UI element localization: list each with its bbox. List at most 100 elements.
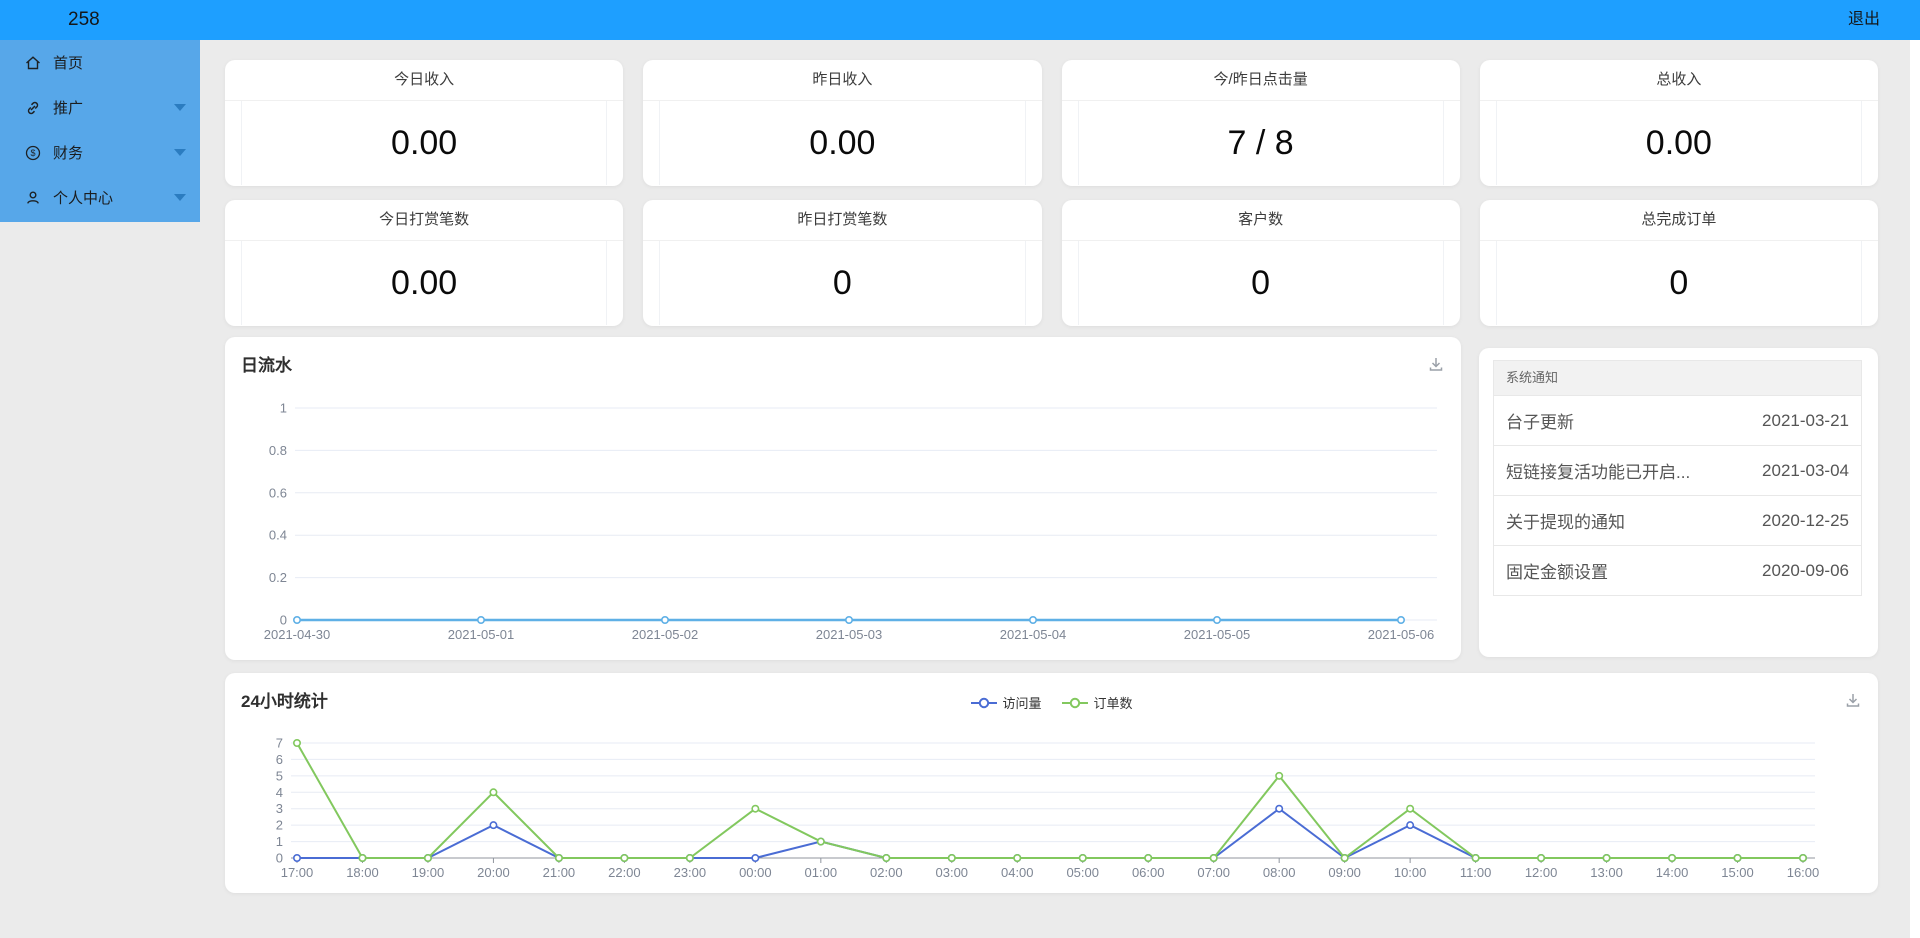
svg-text:07:00: 07:00	[1197, 865, 1230, 880]
sidebar-item-label: 个人中心	[53, 190, 114, 207]
legend-marker-icon	[1061, 697, 1088, 708]
stat-card-value: 0	[1077, 241, 1444, 325]
notification-row[interactable]: 台子更新 2021-03-21	[1494, 396, 1861, 446]
svg-text:0: 0	[276, 851, 283, 866]
chart-legend: 访问量 订单数	[970, 693, 1133, 712]
sidebar-item-label: 首页	[53, 55, 84, 72]
svg-text:22:00: 22:00	[608, 865, 641, 880]
svg-text:23:00: 23:00	[674, 865, 707, 880]
svg-text:2: 2	[276, 818, 283, 833]
notification-date: 2021-03-04	[1762, 460, 1849, 480]
svg-text:6: 6	[276, 752, 283, 767]
svg-text:01:00: 01:00	[805, 865, 838, 880]
svg-text:0.8: 0.8	[269, 443, 287, 458]
scrollbar-track[interactable]	[1910, 40, 1920, 938]
notifications-table: 系统通知 台子更新 2021-03-21 短链接复活功能已开启... 2021-…	[1493, 360, 1862, 596]
notification-row[interactable]: 关于提现的通知 2020-12-25	[1494, 496, 1861, 546]
main-content: 今日收入 0.00 昨日收入 0.00 今/昨日点击量 7 / 8 总收入 0.…	[225, 0, 1878, 938]
svg-text:0.4: 0.4	[269, 528, 287, 543]
svg-text:2021-05-04: 2021-05-04	[1000, 627, 1067, 642]
stat-card-label: 昨日打赏笔数	[643, 200, 1042, 241]
stat-card-yesterday-income: 昨日收入 0.00	[643, 60, 1042, 186]
download-icon[interactable]	[1844, 691, 1862, 709]
hourly-stats-chart: 0 12 34 567 17:00 18:00 19:00 20:00 21:00 22:00 23…	[276, 736, 1820, 881]
stat-card-total-income: 总收入 0.00	[1479, 60, 1878, 186]
svg-text:08:00: 08:00	[1263, 865, 1296, 880]
stat-card-yesterday-tips: 昨日打赏笔数 0	[643, 200, 1042, 326]
daily-flow-chart: 0 0.2 0.4 0.6 0.8 1 2021-04-30 2021-05-01 2021-0…	[264, 401, 1437, 642]
panel-title: 24小时统计	[241, 692, 328, 711]
svg-text:0.2: 0.2	[269, 570, 287, 585]
svg-text:0.6: 0.6	[269, 485, 287, 500]
svg-text:02:00: 02:00	[870, 865, 903, 880]
svg-text:14:00: 14:00	[1656, 865, 1689, 880]
notification-title: 关于提现的通知	[1506, 513, 1625, 532]
svg-text:03:00: 03:00	[936, 865, 969, 880]
svg-text:1: 1	[280, 401, 287, 416]
stat-card-label: 客户数	[1061, 200, 1460, 241]
stat-card-value: 0.00	[241, 101, 608, 185]
stat-card-completed-orders: 总完成订单 0	[1479, 200, 1878, 326]
sidebar-item-finance[interactable]: $ 财务	[0, 130, 200, 175]
notification-date: 2021-03-21	[1762, 410, 1849, 430]
panel-title: 日流水	[241, 356, 292, 375]
svg-text:2021-05-03: 2021-05-03	[816, 627, 883, 642]
notification-title: 固定金额设置	[1506, 563, 1608, 582]
sidebar-item-profile[interactable]: 个人中心	[0, 175, 200, 220]
stat-card-value: 0	[659, 241, 1026, 325]
svg-text:2021-05-06: 2021-05-06	[1368, 627, 1435, 642]
stat-card-value: 0.00	[1495, 101, 1862, 185]
sidebar-item-promotion[interactable]: 推广	[0, 85, 200, 130]
stat-card-today-income: 今日收入 0.00	[225, 60, 624, 186]
notification-date: 2020-12-25	[1762, 510, 1849, 530]
svg-text:04:00: 04:00	[1001, 865, 1034, 880]
sidebar-item-home[interactable]: 首页	[0, 40, 200, 85]
svg-text:20:00: 20:00	[477, 865, 510, 880]
svg-text:7: 7	[276, 736, 283, 751]
svg-text:1: 1	[276, 834, 283, 849]
legend-label: 访问量	[1002, 696, 1042, 711]
notifications-panel: 系统通知 台子更新 2021-03-21 短链接复活功能已开启... 2021-…	[1479, 348, 1878, 657]
money-icon: $	[24, 144, 42, 162]
svg-text:16:00: 16:00	[1787, 865, 1820, 880]
notification-title: 短链接复活功能已开启...	[1506, 463, 1691, 482]
legend-item[interactable]: 订单数	[1061, 693, 1133, 712]
stat-card-label: 今日打赏笔数	[225, 200, 624, 241]
legend-label: 订单数	[1093, 696, 1133, 711]
legend-item[interactable]: 访问量	[970, 693, 1042, 712]
svg-text:13:00: 13:00	[1590, 865, 1623, 880]
home-icon	[24, 54, 42, 72]
stat-card-value: 7 / 8	[1077, 101, 1444, 185]
sidebar-item-label: 财务	[53, 145, 84, 162]
notifications-header: 系统通知	[1494, 361, 1861, 396]
svg-text:19:00: 19:00	[412, 865, 445, 880]
notification-row[interactable]: 短链接复活功能已开启... 2021-03-04	[1494, 446, 1861, 496]
svg-text:09:00: 09:00	[1328, 865, 1361, 880]
stat-card-label: 总完成订单	[1479, 200, 1878, 241]
top-bar: 258 退出	[0, 0, 1920, 40]
stat-card-customers: 客户数 0	[1061, 200, 1460, 326]
svg-text:06:00: 06:00	[1132, 865, 1165, 880]
svg-text:$: $	[30, 148, 35, 158]
notification-title: 台子更新	[1506, 413, 1574, 432]
svg-text:05:00: 05:00	[1066, 865, 1099, 880]
svg-text:5: 5	[276, 768, 283, 783]
stat-card-value: 0.00	[659, 101, 1026, 185]
notification-date: 2020-09-06	[1762, 560, 1849, 580]
svg-text:21:00: 21:00	[543, 865, 576, 880]
stat-card-label: 昨日收入	[643, 60, 1042, 101]
sidebar: 首页 推广 $ 财务 个人中心	[0, 40, 200, 222]
svg-text:17:00: 17:00	[281, 865, 314, 880]
svg-text:2021-04-30: 2021-04-30	[264, 627, 331, 642]
stat-card-clicks: 今/昨日点击量 7 / 8	[1061, 60, 1460, 186]
svg-text:12:00: 12:00	[1525, 865, 1558, 880]
svg-text:00:00: 00:00	[739, 865, 772, 880]
stat-card-grid: 今日收入 0.00 昨日收入 0.00 今/昨日点击量 7 / 8 总收入 0.…	[225, 60, 1878, 326]
download-icon[interactable]	[1427, 355, 1445, 373]
link-icon	[24, 99, 42, 117]
user-icon	[24, 189, 42, 207]
svg-text:3: 3	[276, 801, 283, 816]
notification-row[interactable]: 固定金额设置 2020-09-06	[1494, 546, 1861, 595]
stat-card-value: 0.00	[241, 241, 608, 325]
logout-button[interactable]: 退出	[1847, 11, 1880, 28]
